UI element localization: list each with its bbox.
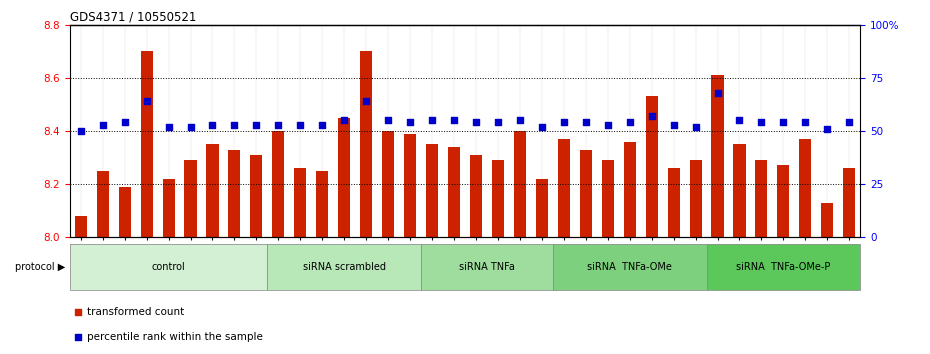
Bar (579, 150, 591, 237)
Point (578, 120, 593, 125)
Point (95, 122, 110, 127)
Point (249, 122, 264, 127)
Bar (163, 179, 175, 237)
Bar (777, 166, 790, 237)
Point (446, 118, 461, 123)
Bar (140, 51, 153, 237)
Bar (70, 244, 267, 290)
Point (732, 118, 747, 123)
Bar (360, 51, 372, 237)
Bar (707, 244, 860, 290)
Bar (645, 97, 658, 237)
Point (161, 124, 176, 130)
Point (820, 126, 835, 132)
Point (183, 124, 198, 130)
Point (666, 122, 681, 127)
Point (490, 120, 505, 125)
Bar (755, 160, 767, 237)
Bar (448, 147, 460, 237)
Point (556, 120, 571, 125)
Bar (668, 168, 680, 237)
Bar (689, 160, 701, 237)
Point (535, 124, 550, 130)
Point (776, 120, 790, 125)
Point (798, 120, 813, 125)
Point (140, 98, 154, 104)
Bar (250, 155, 262, 237)
Bar (97, 171, 109, 237)
Bar (624, 142, 636, 237)
Text: siRNA  TNFa-OMe-P: siRNA TNFa-OMe-P (737, 262, 830, 272)
Point (512, 118, 527, 123)
Point (688, 124, 703, 130)
Bar (272, 131, 285, 237)
Point (842, 120, 857, 125)
Text: siRNA  TNFa-OMe: siRNA TNFa-OMe (587, 262, 672, 272)
Point (315, 122, 330, 127)
Bar (229, 150, 241, 237)
Bar (421, 244, 552, 290)
Text: transformed count: transformed count (87, 307, 184, 317)
Bar (711, 75, 724, 237)
Point (70, 309, 86, 315)
Point (205, 122, 219, 127)
Bar (339, 118, 351, 237)
Text: protocol ▶: protocol ▶ (15, 262, 65, 272)
Bar (404, 133, 416, 237)
Bar (119, 187, 131, 237)
Point (380, 118, 395, 123)
Bar (184, 160, 196, 237)
Point (425, 118, 440, 123)
Text: control: control (152, 262, 185, 272)
Point (70, 334, 86, 340)
Bar (382, 131, 394, 237)
Point (73, 128, 88, 134)
Bar (536, 179, 548, 237)
Bar (316, 171, 328, 237)
Point (117, 120, 132, 125)
Text: GDS4371 / 10550521: GDS4371 / 10550521 (70, 11, 196, 24)
Bar (844, 168, 856, 237)
Bar (734, 144, 746, 237)
Bar (552, 244, 707, 290)
Bar (294, 168, 306, 237)
Point (403, 120, 418, 125)
Bar (799, 139, 811, 237)
Point (754, 120, 769, 125)
Point (644, 113, 659, 119)
Bar (558, 139, 570, 237)
Bar (74, 216, 86, 237)
Point (293, 122, 308, 127)
Point (337, 118, 352, 123)
Bar (267, 244, 421, 290)
Bar (206, 144, 219, 237)
Point (622, 120, 637, 125)
Bar (470, 155, 482, 237)
Point (600, 122, 615, 127)
Bar (602, 160, 614, 237)
Point (711, 90, 725, 96)
Bar (426, 144, 438, 237)
Point (271, 122, 286, 127)
Text: percentile rank within the sample: percentile rank within the sample (87, 332, 263, 342)
Point (227, 122, 242, 127)
Point (469, 120, 484, 125)
Bar (492, 160, 504, 237)
Text: siRNA TNFa: siRNA TNFa (459, 262, 515, 272)
Bar (514, 131, 526, 237)
Bar (821, 202, 833, 237)
Text: siRNA scrambled: siRNA scrambled (303, 262, 386, 272)
Point (359, 98, 374, 104)
